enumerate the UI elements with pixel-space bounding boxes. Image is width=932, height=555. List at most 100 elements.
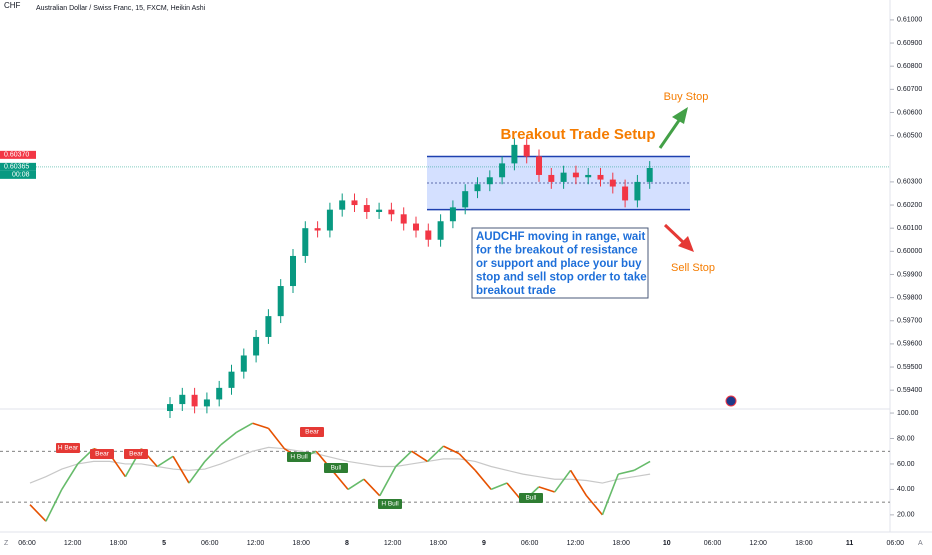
oscillator-segment — [363, 478, 381, 497]
x-tick-label: 06:00 — [704, 540, 722, 547]
oscillator-segment — [443, 445, 460, 455]
x-tick-label: 12:00 — [247, 540, 265, 547]
candle-body — [536, 156, 542, 175]
timezone-icon[interactable]: Z — [4, 540, 9, 547]
candle-body — [499, 163, 506, 178]
candle-body — [277, 286, 284, 317]
oscillator-segment — [538, 486, 555, 493]
candle-body — [216, 387, 223, 400]
candle-body — [646, 168, 653, 182]
flag-icon[interactable] — [725, 395, 737, 407]
signal-label-bg — [324, 463, 348, 473]
candle-body — [400, 214, 407, 224]
candle-body — [253, 336, 260, 356]
candle-body — [326, 209, 333, 231]
y-tick-label: 80.00 — [897, 435, 915, 442]
setup-title: Breakout Trade Setup — [500, 126, 655, 143]
note-line: breakout trade — [476, 285, 556, 297]
x-tick-label: 18:00 — [795, 540, 813, 547]
y-tick-label: 0.59500 — [897, 364, 922, 371]
candle-body — [314, 228, 321, 231]
price-label-bg — [0, 162, 36, 171]
y-tick-label: 0.60600 — [897, 109, 922, 116]
x-tick-label: 9 — [482, 540, 486, 547]
candle-body — [609, 179, 616, 187]
y-tick-label: 0.61000 — [897, 17, 922, 24]
note-line: for the breakout of resistance — [476, 245, 638, 257]
x-tick-label: 18:00 — [110, 540, 128, 547]
candle-body — [179, 394, 186, 405]
y-tick-label: 0.59400 — [897, 387, 922, 394]
signal-label-bg — [300, 427, 324, 437]
oscillator-segment — [633, 460, 651, 472]
candle-body — [572, 172, 579, 178]
candle-body — [425, 230, 432, 240]
candle-body — [474, 184, 481, 192]
y-tick-label: 0.59800 — [897, 294, 922, 301]
candle-body — [523, 144, 530, 157]
candle-body — [339, 200, 346, 210]
note-box — [471, 227, 649, 299]
signal-label-bg — [378, 499, 402, 509]
buy-arrow-head — [672, 107, 688, 124]
signal-label-bg — [90, 449, 114, 459]
symbol-title: Australian Dollar / Swiss Franc, 15, FXC… — [36, 5, 206, 12]
price-label-bg — [0, 150, 36, 159]
oscillator-segment — [45, 489, 63, 522]
y-tick-label: 0.59900 — [897, 271, 922, 278]
buy-stop-label: Buy Stop — [664, 91, 709, 103]
candle-body — [240, 355, 247, 372]
oscillator-segment — [252, 422, 269, 430]
candle-body — [486, 177, 493, 185]
signal-label-bg — [124, 449, 148, 459]
price-label: 0.60370 — [4, 152, 29, 159]
oscillator-segment — [29, 504, 47, 522]
oscillator-segment — [267, 427, 286, 450]
sell-arrow-shaft — [663, 223, 686, 245]
candle-body — [191, 394, 198, 407]
sell-arrow-head — [678, 236, 694, 252]
oscillator-segment — [474, 469, 492, 490]
x-tick-label: 12:00 — [384, 540, 402, 547]
candle-body — [290, 255, 296, 287]
x-tick-label: 06:00 — [887, 540, 905, 547]
oscillator-segment — [220, 431, 238, 446]
oscillator-segment — [395, 450, 413, 468]
currency: CHF — [4, 1, 21, 10]
y-tick-label: 0.60200 — [897, 202, 922, 209]
candle-body — [388, 209, 395, 215]
y-tick-label: 100.00 — [897, 410, 919, 417]
x-tick-label: 12:00 — [749, 540, 767, 547]
candle-body — [462, 191, 469, 208]
x-tick-label: 18:00 — [430, 540, 448, 547]
signal-label: Bear — [95, 451, 110, 458]
y-tick-label: 60.00 — [897, 461, 915, 468]
signal-label: Bull — [526, 495, 537, 502]
auto-scale-button[interactable]: A — [918, 540, 923, 547]
oscillator-segment — [458, 453, 476, 471]
note-line: AUDCHF moving in range, wait — [476, 231, 645, 243]
candle-body — [622, 186, 629, 201]
candle-body — [376, 209, 383, 212]
oscillator-segment — [236, 422, 253, 433]
oscillator-segment — [204, 444, 222, 462]
oscillator-segment — [618, 469, 635, 475]
oscillator-segment — [569, 469, 588, 497]
range-box — [427, 156, 690, 210]
x-tick-label: 06:00 — [201, 540, 219, 547]
y-tick-label: 20.00 — [897, 512, 915, 519]
candle-body — [585, 174, 592, 178]
signal-label: H Bear — [58, 445, 79, 452]
candle-body — [511, 144, 518, 164]
candle-body — [437, 221, 444, 240]
x-tick-label: 06:00 — [18, 540, 36, 547]
y-tick-label: 0.59700 — [897, 318, 922, 325]
y-tick-label: 0.59600 — [897, 341, 922, 348]
oscillator-segment — [554, 469, 572, 493]
buy-arrow-shaft — [658, 118, 682, 149]
oscillator-segment — [411, 450, 428, 463]
oscillator-segment — [601, 473, 620, 516]
x-tick-label: 06:00 — [521, 540, 539, 547]
